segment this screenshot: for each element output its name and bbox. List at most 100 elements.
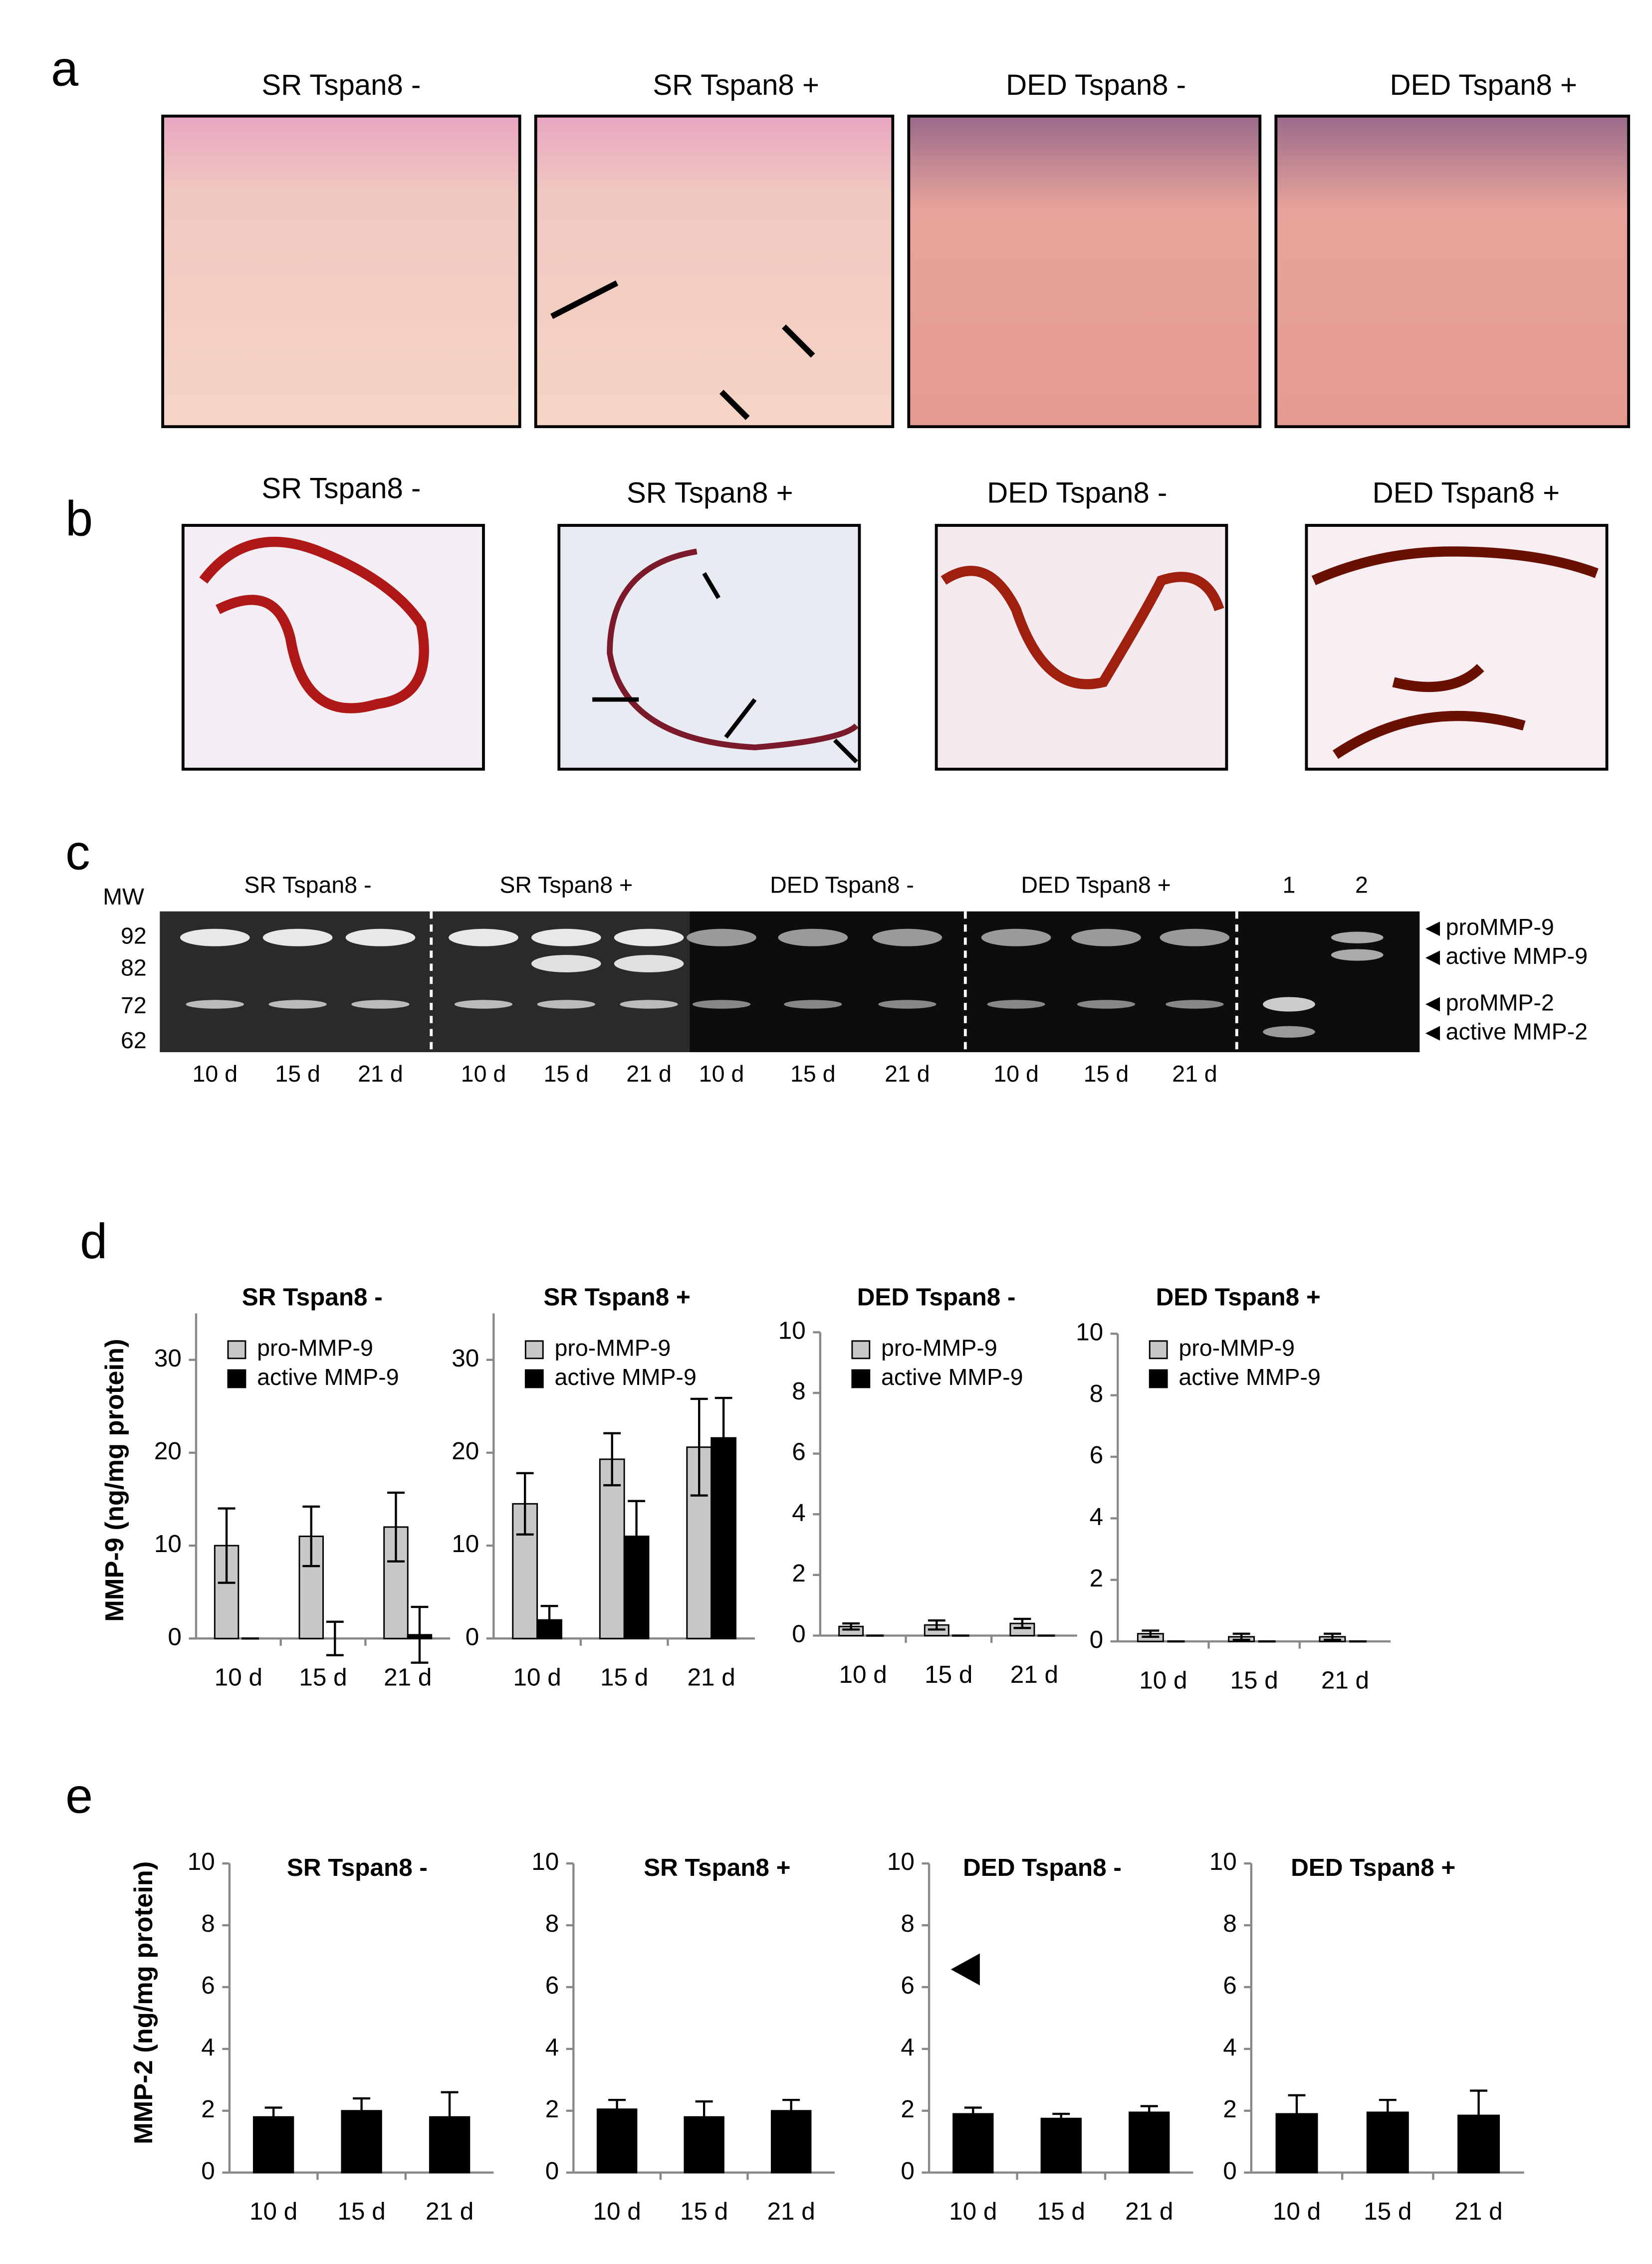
- gel-band: [454, 1000, 513, 1009]
- gel-bands: [180, 928, 1384, 1038]
- gel-band: [531, 955, 601, 973]
- error-bar: [540, 1604, 558, 1635]
- gel-band: [186, 1000, 244, 1009]
- y-tick-label: 8: [201, 1910, 215, 1937]
- gel-band: [981, 928, 1051, 946]
- x-tick-label: 10 d: [215, 1664, 262, 1691]
- y-axis-label: MMP-2 (ng/mg protein): [129, 1861, 158, 2144]
- y-tick-label: 0: [1223, 2157, 1237, 2185]
- legend-label: pro-MMP-9: [257, 1335, 373, 1361]
- y-tick-label: 10: [452, 1530, 479, 1558]
- lane-group: DED Tspan8 +: [1021, 872, 1171, 898]
- y-tick-label: 6: [1090, 1441, 1103, 1469]
- legend-label: pro-MMP-9: [1179, 1335, 1295, 1361]
- histology-image: [907, 114, 1262, 429]
- x-tick-label: 21 d: [426, 2198, 473, 2225]
- legend-label: active MMP-9: [257, 1364, 399, 1390]
- lane-label: 21 d: [626, 1061, 672, 1087]
- lane-label: 21 d: [358, 1061, 403, 1087]
- y-tick-label: 10: [188, 1848, 215, 1875]
- y-tick-label: 0: [901, 2157, 914, 2185]
- y-tick-label: 8: [545, 1910, 559, 1937]
- bar: [952, 2113, 994, 2174]
- mw-label: MW: [103, 884, 144, 909]
- gel-band: [1160, 928, 1230, 946]
- lane-label: 15 d: [544, 1061, 589, 1087]
- error-bar: [264, 2106, 282, 2127]
- band-markers: [1425, 921, 1440, 1041]
- x-tick-label: 10 d: [249, 2198, 297, 2225]
- gel-band: [1263, 1026, 1315, 1038]
- histology-image: [1274, 114, 1631, 429]
- error-bar: [714, 1396, 732, 1479]
- lane-label: 21 d: [885, 1061, 930, 1087]
- panel-label: a: [51, 41, 78, 96]
- legend-swatch: [227, 1369, 246, 1388]
- x-tick-label: 15 d: [1230, 1667, 1278, 1694]
- legend-swatch: [1149, 1340, 1168, 1359]
- panel-label: d: [80, 1213, 107, 1269]
- x-tick-label: 10 d: [839, 1661, 887, 1688]
- lane-label: 10 d: [193, 1061, 238, 1087]
- gel-band: [872, 928, 943, 946]
- legend-label: active MMP-9: [555, 1364, 697, 1390]
- chart-title: SR Tspan8 +: [644, 1854, 790, 1881]
- error-bar: [218, 1507, 236, 1584]
- error-bar: [1232, 1632, 1250, 1641]
- chart-title: SR Tspan8 -: [287, 1854, 428, 1881]
- y-tick-label: 2: [1223, 2095, 1237, 2123]
- gel-band: [1331, 949, 1384, 961]
- chart-title: DED Tspan8 -: [963, 1854, 1122, 1881]
- bar: [1040, 2117, 1082, 2174]
- error-bar: [1142, 1629, 1160, 1638]
- x-tick-label: 15 d: [600, 1664, 648, 1691]
- y-tick-label: 2: [201, 2095, 215, 2123]
- image-title: DED Tspan8 +: [1390, 69, 1577, 101]
- error-bar: [1323, 1632, 1341, 1641]
- lane-label: 15 d: [1084, 1061, 1129, 1087]
- error-bar: [302, 1505, 320, 1568]
- x-tick-label: 15 d: [1037, 2198, 1085, 2225]
- gel-band: [620, 1000, 678, 1009]
- error-bar: [782, 2098, 800, 2123]
- legend-swatch: [524, 1369, 544, 1388]
- error-bar: [628, 1500, 646, 1573]
- chart-title: SR Tspan8 +: [543, 1284, 690, 1311]
- y-tick-label: 6: [901, 1972, 914, 1999]
- x-tick-label: 21 d: [767, 2198, 815, 2225]
- image-title: SR Tspan8 +: [627, 476, 793, 509]
- legend-label: pro-MMP-9: [555, 1335, 671, 1361]
- chart-title: SR Tspan8 -: [242, 1284, 383, 1311]
- standard-lane: 1: [1283, 872, 1296, 898]
- error-bar: [1140, 2105, 1158, 2120]
- panel-label: e: [65, 1768, 93, 1823]
- y-tick-label: 0: [545, 2157, 559, 2185]
- y-tick-label: 4: [201, 2034, 215, 2061]
- x-tick-label: 15 d: [680, 2198, 728, 2225]
- legend-label: active MMP-9: [1179, 1364, 1320, 1390]
- gel-band: [1263, 997, 1315, 1012]
- error-bar: [353, 2097, 371, 2124]
- error-bar: [1379, 2098, 1397, 2126]
- y-tick-label: 4: [1223, 2034, 1237, 2061]
- error-bar: [964, 2106, 982, 2121]
- gel-band: [778, 928, 848, 946]
- y-tick-label: 10: [154, 1530, 182, 1558]
- y-tick-label: 2: [545, 2095, 559, 2123]
- gel-band: [692, 1000, 751, 1009]
- y-tick-label: 6: [1223, 1972, 1237, 1999]
- legend-label: active MMP-9: [881, 1364, 1023, 1390]
- gel-band: [531, 928, 601, 946]
- gel-band: [262, 928, 333, 946]
- arrows: [592, 572, 858, 764]
- image-title: SR Tspan8 -: [261, 69, 421, 101]
- y-tick-label: 8: [901, 1910, 914, 1937]
- y-tick-label: 2: [1090, 1565, 1103, 1592]
- image-title: SR Tspan8 -: [261, 472, 421, 505]
- y-tick-label: 2: [792, 1560, 806, 1587]
- y-tick-label: 0: [201, 2157, 215, 2185]
- stain-lines: [199, 536, 1599, 759]
- histology-image: [161, 114, 521, 429]
- y-tick-label: 8: [1223, 1910, 1237, 1937]
- lane-group: SR Tspan8 -: [244, 872, 371, 898]
